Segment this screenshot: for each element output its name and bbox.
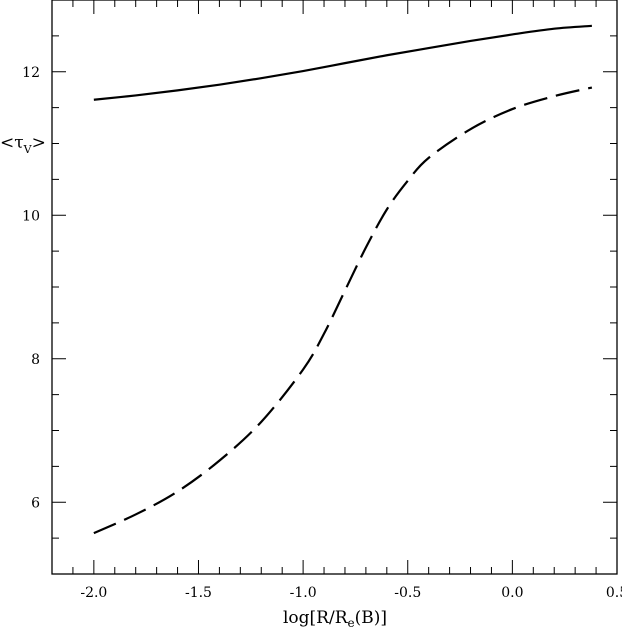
x-tick-label: -1.5	[185, 585, 212, 601]
x-axis-label: log[R/Re(B)]	[283, 608, 387, 630]
x-tick-label: -2.0	[80, 585, 107, 601]
y-tick-label: 6	[31, 495, 40, 511]
series-layer	[93, 24, 593, 535]
x-tick-label: 0.0	[501, 585, 523, 601]
series-line-solid	[93, 24, 592, 101]
y-tick-label: 10	[22, 208, 40, 224]
x-tick-label: 0.5	[606, 585, 622, 601]
series-line-dashed	[93, 86, 593, 535]
y-tick-label: 8	[31, 352, 40, 368]
axis-tick-labels: -2.0 -1.5 -1.0 -0.5 0.0 0.5 6 8 10 12	[22, 65, 622, 601]
x-tick-label: -1.0	[290, 585, 317, 601]
plot-frame	[51, 0, 618, 575]
axis-ticks	[51, 0, 618, 575]
y-tick-label: 12	[22, 65, 40, 81]
y-axis-label: <τV>	[0, 133, 46, 156]
x-tick-label: -0.5	[394, 585, 421, 601]
